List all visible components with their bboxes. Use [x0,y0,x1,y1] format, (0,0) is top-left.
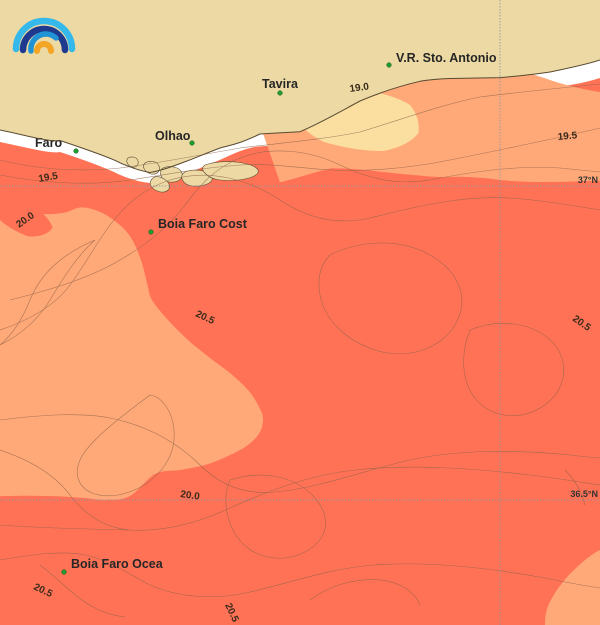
svg-text:Boia Faro Cost: Boia Faro Cost [158,217,248,231]
svg-text:19.5: 19.5 [557,130,578,143]
svg-text:Boia Faro Ocea: Boia Faro Ocea [71,557,164,571]
svg-text:36.5°N: 36.5°N [570,489,598,499]
svg-text:Olhao: Olhao [155,129,191,143]
svg-text:Tavira: Tavira [262,77,299,91]
svg-text:V.R. Sto. Antonio: V.R. Sto. Antonio [396,51,497,65]
svg-text:37°N: 37°N [578,175,598,185]
